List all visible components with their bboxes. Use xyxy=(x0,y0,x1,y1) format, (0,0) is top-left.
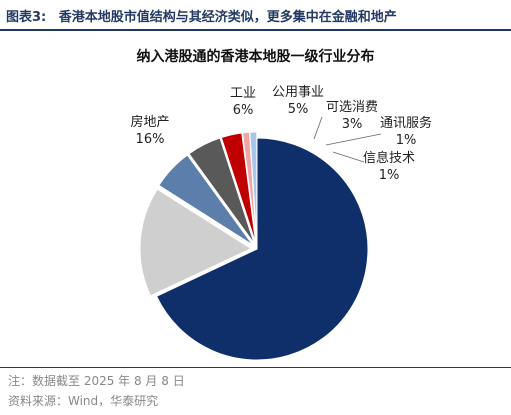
slice-value-1: 68% xyxy=(366,290,395,305)
leader-line-6 xyxy=(325,133,382,146)
slice-value-6: 1% xyxy=(396,133,417,148)
slice-label-2: 房地产 xyxy=(130,114,169,130)
pie-slice-7 xyxy=(249,131,258,244)
leader-line-5 xyxy=(313,116,323,140)
pie-slice-4 xyxy=(188,137,255,244)
slice-value-5: 3% xyxy=(342,117,363,132)
chart-title: 纳入港股通的香港本地股一级行业分布 xyxy=(136,49,375,65)
figure-number: 图表3: xyxy=(6,10,47,25)
footer-divider xyxy=(0,367,511,368)
slice-value-7: 1% xyxy=(379,168,400,183)
header-divider xyxy=(0,29,511,31)
slice-label-4: 公用事业 xyxy=(272,85,324,100)
figure-title: 香港本地股市值结构与其经济类似，更多集中在金融和地产 xyxy=(58,10,397,25)
pie-slice-5 xyxy=(220,132,257,244)
slice-label-5: 可选消费 xyxy=(326,100,378,115)
footnote: 注：数据截至 2025 年 8 月 8 日 xyxy=(8,374,185,388)
pie-slice-3 xyxy=(158,154,254,246)
slice-label-7: 信息技术 xyxy=(363,150,415,166)
slice-value-4: 5% xyxy=(288,102,309,117)
pie-slice-1 xyxy=(155,137,369,361)
figure-header: 图表3: 香港本地股市值结构与其经济类似，更多集中在金融和地产 xyxy=(6,6,405,25)
slice-value-2: 16% xyxy=(136,132,165,147)
slice-value-3: 6% xyxy=(233,103,254,118)
pie-slice-2 xyxy=(139,188,253,297)
slice-label-3: 工业 xyxy=(230,86,256,101)
leader-line-7 xyxy=(332,151,365,163)
slice-label-6: 通讯服务 xyxy=(380,115,432,131)
slice-label-1: 金融 xyxy=(367,272,393,288)
source-note: 资料来源：Wind，华泰研究 xyxy=(8,394,159,408)
